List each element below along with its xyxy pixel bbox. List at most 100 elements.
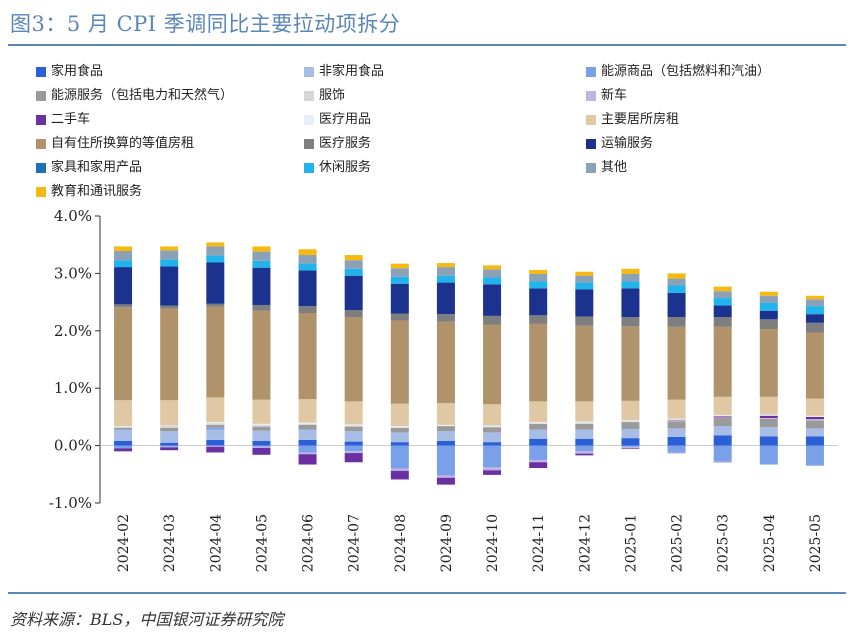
x-tick-label: 2024-03 [162,514,178,572]
bar-segment [483,445,502,468]
bar-segment [621,420,640,422]
bar-segment [206,246,225,256]
bar-segment [436,275,455,283]
bar-segment [114,441,133,446]
bar-segment [621,268,640,274]
legend-swatch [36,115,46,125]
legend-swatch [304,91,314,101]
bar-segment [713,445,732,462]
legend-swatch [304,115,314,125]
bar-segment [575,451,594,454]
bar-segment [713,305,732,318]
bar-segment [805,322,824,333]
bar-segment [344,310,363,318]
bar-segment [114,304,133,308]
bar-segment [529,288,548,316]
bar-segment [805,436,824,446]
legend-label: 新车 [601,88,628,103]
x-tick-label: 2024-05 [254,514,270,572]
bar-segment [759,310,778,320]
legend-swatch [36,163,46,173]
legend-item: 主要居所房租 [586,112,679,128]
bar-segment [805,419,824,420]
bar-segment [160,446,179,448]
bar-segment [390,427,409,428]
y-tick-label: 4.0% [54,207,92,225]
bar-segment [575,271,594,276]
source-note: 资料来源：BLS，中国银河证券研究院 [10,610,284,629]
x-tick-label: 2024-04 [208,514,224,572]
bar-segment [252,267,271,305]
bar-segment [114,400,133,427]
bar-segment [713,291,732,299]
bar-segment [575,453,594,456]
legend-item: 非家用食品 [304,64,384,80]
bar-segment [667,326,686,400]
bar-segment [344,441,363,446]
bar-segment [252,310,271,400]
bar-segment [805,415,824,417]
bar-segment [160,308,179,401]
bar-segment [114,260,133,268]
bar-segment [575,421,594,423]
bar-segment [759,329,778,397]
bar-segment [436,267,455,276]
bar-segment [759,445,778,465]
legend-label: 能源商品（包括燃料和汽油） [601,64,771,79]
bar-segment [529,281,548,289]
bar-segment [390,313,409,321]
bar-segment [805,295,824,300]
bar-segment [298,429,317,440]
bar-segment [529,269,548,274]
legend-label: 家用食品 [51,64,104,79]
bar-segment [575,438,594,446]
legend-swatch [36,67,46,77]
bar-segment [252,430,271,442]
bar-segment [160,246,179,251]
bar-segment [805,299,824,307]
bar-segment [390,468,409,471]
legend-label: 家具和家用产品 [51,160,143,175]
bar-segment [344,425,363,427]
legend-swatch [586,115,596,125]
bar-segment [483,277,502,285]
bar-segment [667,418,686,420]
bar-segment [483,425,502,427]
bar-segment [713,435,732,446]
bar-segment [160,426,179,428]
bar-segment [621,446,640,449]
bar-segment [344,453,363,463]
bar-segment [713,298,732,306]
bar-segment [621,400,640,421]
bar-segment [667,452,686,454]
bar-segment [759,319,778,330]
y-tick-label: -1.0% [49,494,92,512]
bar-segment [298,439,317,446]
bar-segment [298,454,317,465]
bar-segment [483,427,502,433]
bar-segment [621,445,640,447]
bar-segment [114,251,133,261]
bar-segment [713,286,732,292]
stacked-bar-chart: 4.0% 3.0% 2.0% 1.0% 0.0% -1.0% 2024-02 2024-03 2… [49,207,838,572]
bar-segment [529,422,548,424]
bar-segment [575,282,594,290]
bar-segment [529,445,548,460]
bar-segment [298,263,317,271]
legend-item: 能源商品（包括燃料和汽油） [586,64,770,80]
bar-segment [298,424,317,430]
bar-segment [575,289,594,317]
bar-segment [436,441,455,446]
bar-segment [114,267,133,305]
bar-segment [483,442,502,446]
bar-segment [483,470,502,475]
bar-segment [805,420,824,429]
bar-segment [667,285,686,293]
bar-segment [805,398,824,416]
bar-segment [390,263,409,269]
legend-item: 家具和家用产品 [36,160,142,176]
x-tick-label: 2024-09 [439,514,455,572]
bar-segment [529,323,548,402]
bar-segment [252,426,271,431]
legend-swatch [304,139,314,149]
